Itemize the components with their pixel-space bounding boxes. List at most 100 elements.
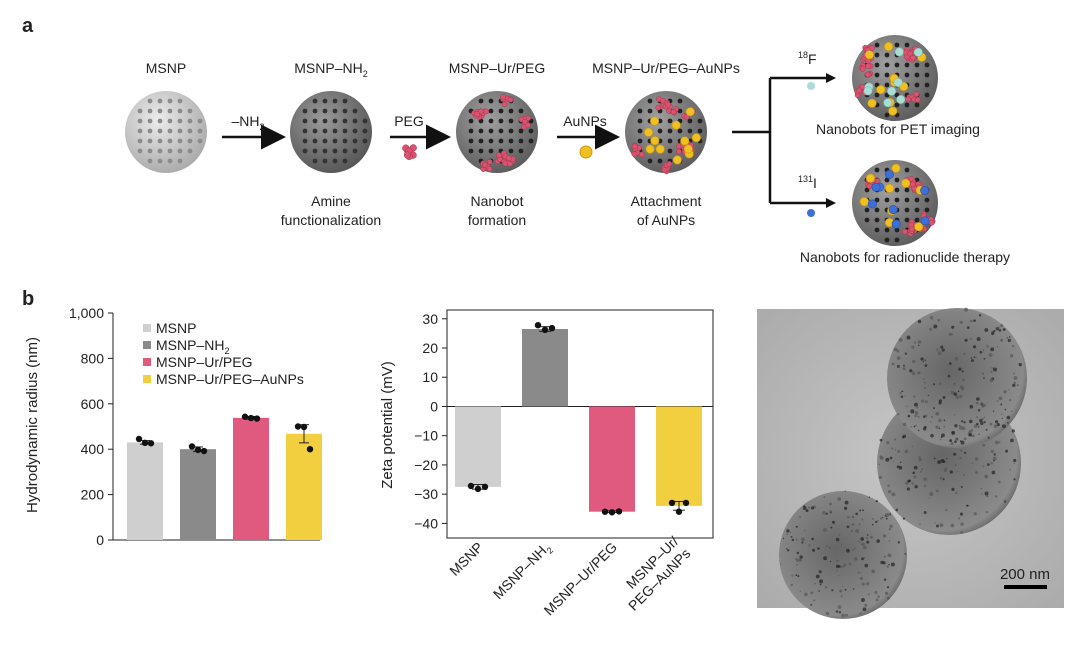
tem-speck [852, 516, 854, 518]
tem-speck [969, 319, 973, 323]
tem-speck [911, 482, 914, 485]
tem-speck [1000, 324, 1004, 328]
chart2-bar [656, 406, 702, 506]
tem-speck [837, 497, 842, 501]
tem-speck [968, 433, 973, 437]
tem-speck [843, 506, 848, 510]
tem-speck [974, 356, 977, 359]
tem-speck [861, 557, 864, 561]
tem-speck [860, 572, 862, 574]
pore [157, 138, 163, 144]
tem-speck [960, 420, 964, 423]
tem-speck [930, 433, 934, 438]
tem-speck [976, 397, 980, 401]
tem-speck [869, 535, 873, 539]
tem-speck [935, 489, 939, 493]
surface-nanoparticle [683, 144, 693, 154]
tem-speck [796, 551, 800, 555]
tem-speck [891, 447, 894, 450]
tem-speck [889, 513, 891, 516]
tem-speck [992, 456, 997, 461]
tem-speck [825, 512, 828, 515]
surface-nanoparticle [896, 94, 906, 104]
tem-speck [949, 439, 953, 443]
surface-nanoparticle [865, 173, 875, 183]
chart1-tick-label: 0 [96, 532, 104, 548]
tem-speck [958, 517, 961, 520]
tem-speck [980, 402, 984, 406]
pore [874, 207, 880, 213]
pore [488, 118, 494, 124]
chart1-legend-swatch [143, 358, 151, 366]
pore [312, 148, 318, 154]
tem-speck [835, 564, 840, 569]
tem-speck [838, 611, 842, 614]
chart1-point [300, 423, 308, 431]
pore [904, 167, 910, 173]
pore [677, 98, 683, 104]
tem-speck [988, 353, 993, 357]
tem-speck [886, 586, 890, 589]
tem-speck [971, 434, 975, 438]
pore [157, 118, 163, 124]
chart2-ylabel: Zeta potential (mV) [379, 361, 396, 489]
tem-speck [896, 364, 900, 368]
tem-speck [910, 426, 912, 428]
tem-speck [842, 565, 845, 568]
tem-speck [902, 434, 907, 438]
pore [478, 138, 484, 144]
tem-speck [976, 422, 979, 426]
tem-speck [1008, 336, 1011, 338]
chart1-legend-label: MSNP–Ur/PEG [156, 354, 252, 370]
pore [518, 108, 524, 114]
tem-speck [875, 499, 878, 503]
surface-nanoparticle [876, 85, 886, 95]
tem-particle-left [779, 491, 907, 619]
tem-speck [919, 470, 922, 473]
tem-speck [844, 588, 847, 591]
tem-speck [831, 589, 834, 592]
tem-speck [935, 411, 940, 416]
pore [197, 118, 203, 124]
panel-letter-a: a [22, 15, 34, 37]
tem-speck [954, 464, 957, 467]
tem-speck [840, 595, 843, 598]
tem-speck [930, 316, 934, 320]
tem-speck [887, 484, 890, 487]
pore [647, 98, 653, 104]
pore [874, 92, 880, 98]
pore [312, 138, 318, 144]
pore [177, 98, 183, 104]
tem-speck [813, 599, 816, 602]
pore [508, 148, 514, 154]
tem-speck [951, 325, 955, 329]
pore [657, 158, 663, 164]
pore [167, 138, 173, 144]
pore [894, 187, 900, 193]
chart2-point [608, 509, 616, 516]
tem-speck [878, 463, 881, 466]
tem-speck [911, 371, 916, 376]
tem-speck [844, 500, 849, 505]
pore [468, 138, 474, 144]
peg-bead [670, 109, 677, 115]
tem-speck [1013, 376, 1018, 380]
pore [924, 82, 930, 88]
surface-nanoparticle [884, 169, 894, 179]
tem-speck [897, 450, 901, 454]
peg-bead [481, 161, 488, 168]
arrow-label-aunps: AuNPs [563, 113, 607, 129]
pore [528, 138, 534, 144]
tem-speck [882, 561, 886, 565]
chart2-yticks: −40 −30 −20 −10 0 10 20 30 [414, 311, 713, 531]
tem-speck [917, 340, 922, 344]
chart1-tick-label: 800 [81, 350, 105, 366]
surface-nanoparticle [672, 155, 682, 165]
chart2-bar [522, 329, 568, 407]
tem-speck [795, 558, 800, 562]
pore [322, 118, 328, 124]
tem-speck [911, 445, 914, 448]
tem-speck [908, 479, 912, 483]
tem-speck [956, 470, 959, 473]
tem-speck [848, 562, 852, 566]
